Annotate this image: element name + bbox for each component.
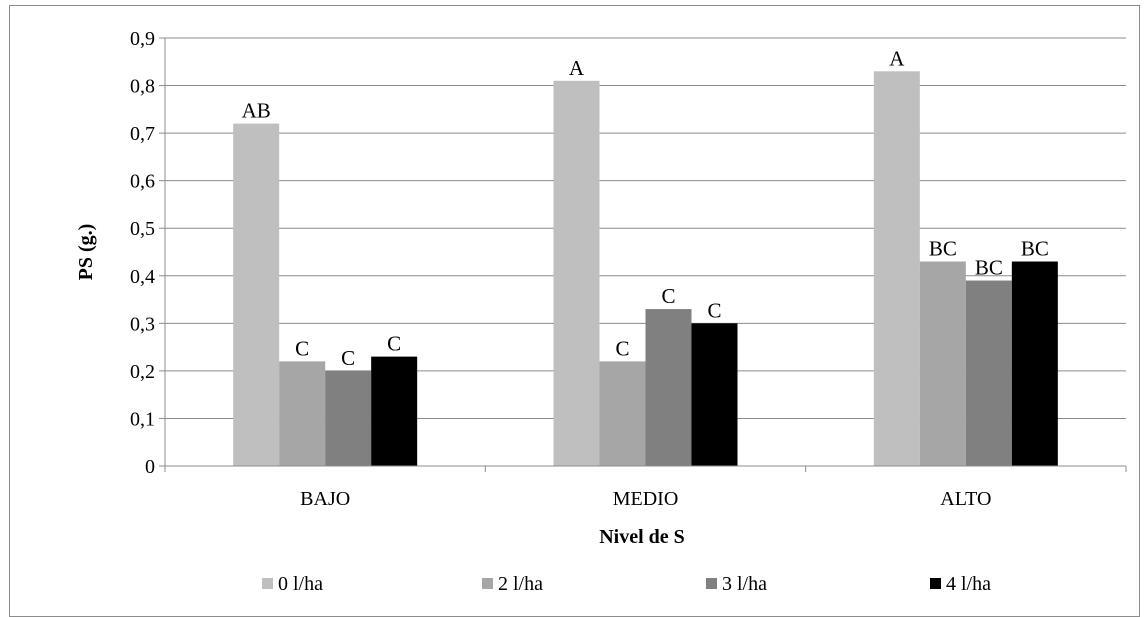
y-axis-title: PS (g.) (75, 224, 97, 281)
legend-label: 2 l/ha (498, 573, 543, 595)
data-label: C (661, 284, 675, 308)
y-tick-label: 0,7 (130, 123, 155, 145)
data-label: C (295, 336, 309, 360)
axes (164, 38, 1127, 472)
y-tick-label: 0,9 (130, 28, 155, 50)
category-labels: BAJO MEDIO ALTO (300, 488, 991, 510)
bar (919, 261, 966, 466)
data-label: C (615, 336, 629, 360)
y-tick-labels: 0 0,1 0,2 0,3 0,4 0,5 0,6 0,7 0,8 0,9 (130, 28, 155, 478)
legend: 0 l/ha 2 l/ha 3 l/ha 4 l/ha (262, 573, 991, 595)
legend-swatch (930, 578, 941, 589)
bar (645, 309, 692, 466)
y-tick-label: 0,3 (130, 313, 155, 335)
data-label: BC (975, 256, 1003, 280)
bar (965, 280, 1012, 466)
data-label: AB (242, 99, 271, 123)
y-tick-label: 0 (145, 456, 155, 478)
bar (599, 361, 646, 466)
bar (325, 370, 372, 466)
y-tick-label: 0,2 (130, 361, 155, 383)
bar (553, 80, 600, 467)
bars (233, 71, 1058, 467)
y-tick-label: 0,8 (130, 76, 155, 98)
data-label: A (569, 56, 585, 80)
bar (691, 323, 738, 466)
data-label: BC (1021, 237, 1049, 261)
category-label: MEDIO (613, 488, 679, 510)
legend-label: 0 l/ha (278, 573, 323, 595)
legend-swatch (482, 578, 493, 589)
legend-label: 4 l/ha (946, 573, 991, 595)
y-tick-label: 0,4 (130, 266, 155, 288)
bar (1011, 261, 1058, 466)
category-label: BAJO (300, 488, 350, 510)
legend-swatch (706, 578, 717, 589)
bar (233, 123, 280, 466)
bar (279, 361, 326, 466)
y-tick-label: 0,6 (130, 171, 155, 193)
bar (371, 356, 418, 466)
legend-swatch (262, 578, 273, 589)
y-tick-label: 0,5 (130, 218, 155, 240)
data-label: A (889, 46, 905, 70)
y-tick-label: 0,1 (130, 408, 155, 430)
bar (873, 71, 920, 467)
x-axis-title: Nivel de S (599, 526, 685, 548)
data-label: C (707, 298, 721, 322)
data-label: C (387, 332, 401, 356)
data-label: C (341, 346, 355, 370)
legend-label: 3 l/ha (722, 573, 767, 595)
category-label: ALTO (940, 488, 991, 510)
data-label: BC (929, 237, 957, 261)
